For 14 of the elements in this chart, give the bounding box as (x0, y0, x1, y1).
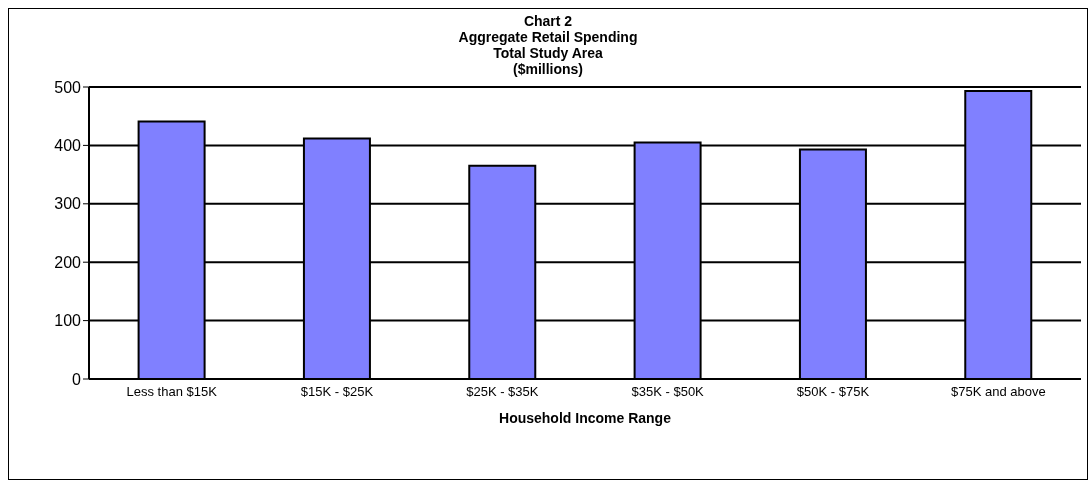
chart-title: Chart 2 Aggregate Retail Spending Total Study Area ($millions) (457, 13, 639, 77)
x-tick-label: $25K - $35K (466, 384, 539, 400)
x-tick-label: $50K - $75K (796, 384, 870, 400)
x-tick-label: $75K and above (950, 384, 1046, 400)
x-tick-label: $15K - $25K (300, 384, 374, 400)
y-tick-label: 0 (72, 370, 82, 388)
y-tick-label: 300 (54, 195, 82, 213)
y-tick-label: 100 (54, 312, 82, 330)
x-tick-label: $35K - $50K (631, 384, 705, 400)
y-tick-label: 200 (54, 253, 82, 271)
x-axis-title: Household Income Range (499, 410, 672, 426)
y-tick-label: 400 (54, 137, 82, 155)
y-tick-label: 500 (54, 78, 82, 96)
x-tick-label: Less than $15K (126, 384, 218, 400)
